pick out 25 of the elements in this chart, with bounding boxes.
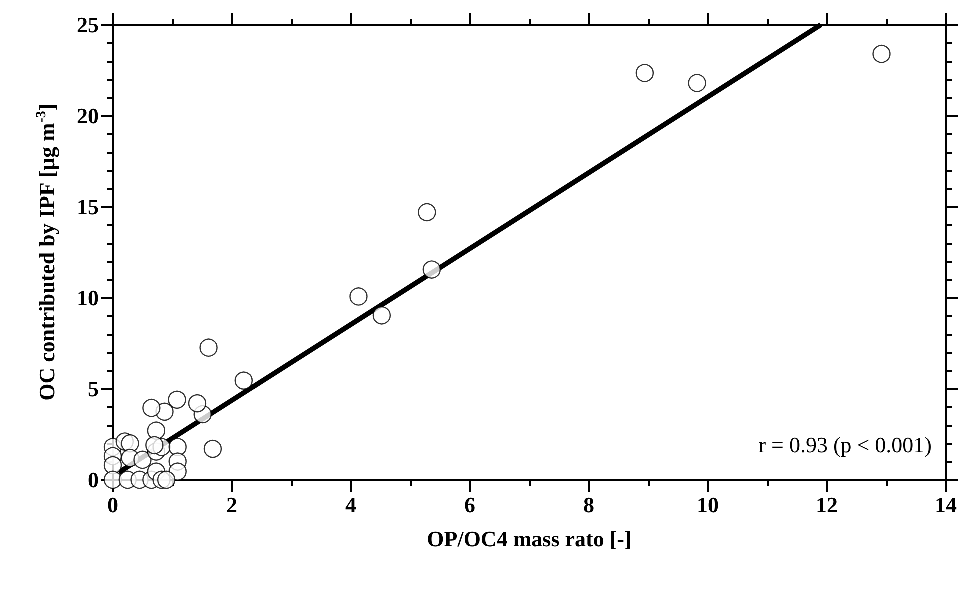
y-tick-label: 10 (77, 286, 99, 310)
y-tick-label: 0 (88, 468, 99, 492)
point (134, 450, 152, 470)
point (422, 260, 442, 279)
y-tick-label: 20 (77, 104, 99, 128)
x-tick-label: 2 (226, 492, 238, 518)
x-axis-title: OP/OC4 mass rato [-] (427, 526, 632, 552)
point (188, 394, 207, 413)
y-tick-label: 25 (77, 12, 99, 38)
x-tick-label: 8 (584, 492, 594, 518)
x-tick-label: 10 (697, 492, 719, 518)
point (121, 434, 140, 453)
point (146, 436, 164, 455)
point (104, 456, 122, 475)
x-tick-label: 12 (816, 492, 838, 518)
point (157, 470, 176, 490)
y-axis-title: OC contributed by IPF [µg m-3] (34, 104, 60, 401)
x-tick-label: 14 (935, 492, 957, 518)
annotation: r = 0.93 (p < 0.001) (758, 432, 932, 458)
point (104, 470, 122, 490)
x-tick-label: 0 (108, 492, 118, 518)
x-tick-label: 4 (346, 492, 356, 518)
y-tick-label: 5 (88, 376, 99, 402)
x-tick-label: 6 (464, 492, 476, 518)
y-tick-label: 15 (77, 194, 99, 220)
